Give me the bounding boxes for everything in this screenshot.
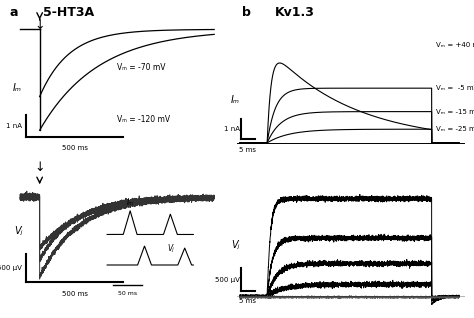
Text: Iₘ: Iₘ: [127, 198, 134, 207]
Text: Vₘ = -70 mV: Vₘ = -70 mV: [117, 63, 166, 72]
Text: 500 μV: 500 μV: [215, 277, 240, 283]
Text: Iₘ: Iₘ: [13, 83, 22, 93]
Text: Vₘ =  -5 mV: Vₘ = -5 mV: [436, 85, 474, 91]
Text: Vⱼ: Vⱼ: [231, 240, 240, 250]
Text: 50 ms: 50 ms: [118, 291, 137, 296]
Text: ↓: ↓: [35, 161, 45, 174]
Text: 5 ms: 5 ms: [239, 147, 256, 153]
Text: 1 nA: 1 nA: [224, 126, 240, 132]
Text: ↓: ↓: [35, 19, 45, 32]
Text: Vₘ = -15 mV: Vₘ = -15 mV: [436, 109, 474, 114]
Text: 500 ms: 500 ms: [62, 291, 88, 297]
Text: Vₘ = -120 mV: Vₘ = -120 mV: [117, 114, 170, 123]
Text: Vⱼ: Vⱼ: [14, 226, 22, 236]
Text: 1 nA: 1 nA: [6, 123, 22, 129]
Text: 5-HT3A: 5-HT3A: [43, 6, 94, 19]
Text: b: b: [242, 6, 251, 19]
Text: Vₘ = -25 mV: Vₘ = -25 mV: [436, 126, 474, 132]
Text: Vⱼ: Vⱼ: [167, 244, 173, 253]
Text: Kv1.3: Kv1.3: [275, 6, 315, 19]
Text: 5 ms: 5 ms: [239, 298, 256, 304]
Text: a: a: [9, 6, 18, 19]
Text: Vₘ = +40 mV: Vₘ = +40 mV: [436, 42, 474, 48]
Text: 500 ms: 500 ms: [62, 145, 88, 151]
Text: Iₘ: Iₘ: [231, 95, 240, 105]
Text: 500 μV: 500 μV: [0, 265, 22, 271]
